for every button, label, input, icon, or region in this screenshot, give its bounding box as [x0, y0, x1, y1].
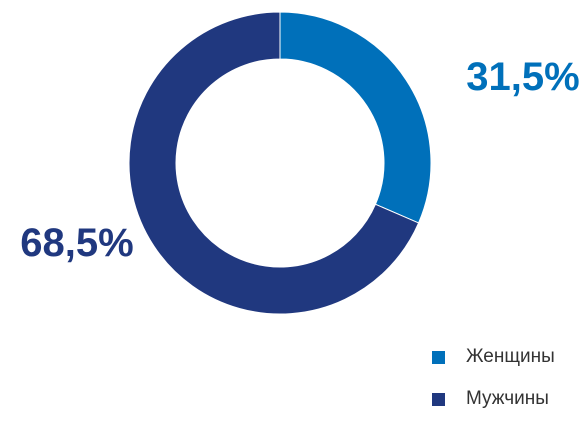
legend-label-men: Мужчины: [466, 388, 549, 409]
legend-swatch-women: [432, 350, 445, 364]
legend-label-women: Женщины: [466, 346, 555, 367]
donut-slice-women: [279, 11, 432, 224]
data-label-women: 31,5%: [466, 55, 579, 99]
legend-item-women: Женщины: [432, 346, 572, 368]
donut-slice-men: [128, 11, 420, 315]
legend-item-men: Мужчины: [432, 388, 572, 410]
legend-swatch-men: [432, 392, 445, 406]
donut-chart: 31,5% 68,5%: [20, 11, 579, 315]
donut-slices: [128, 11, 432, 315]
legend: Женщины Мужчины: [432, 346, 572, 430]
data-label-men: 68,5%: [20, 221, 133, 265]
